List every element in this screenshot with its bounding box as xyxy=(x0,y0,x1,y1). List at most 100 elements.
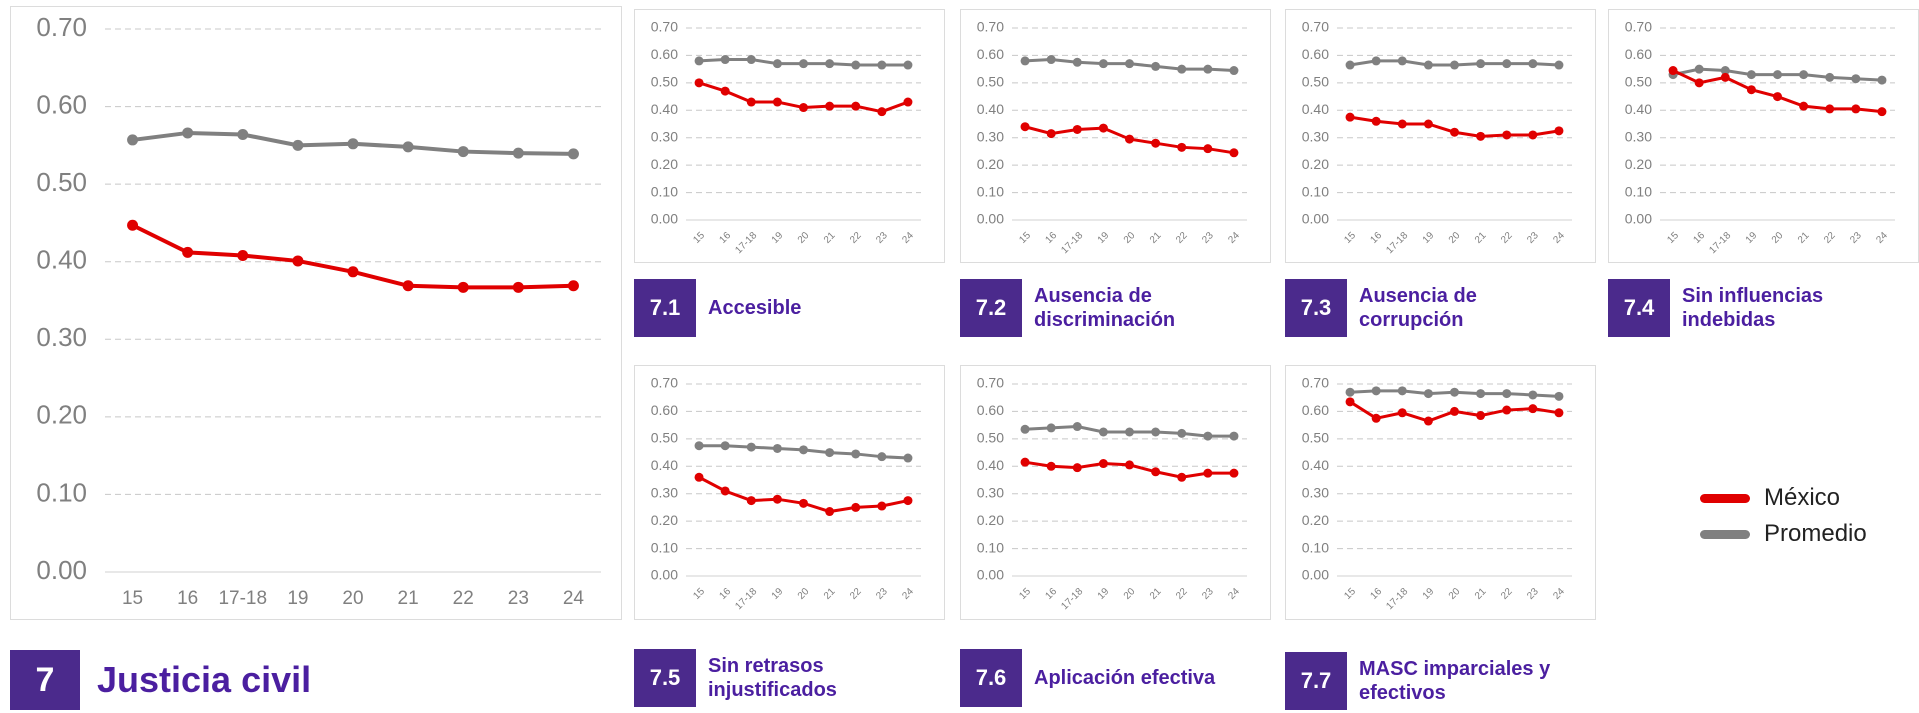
series-marker xyxy=(903,60,913,70)
x-tick-label: 21 xyxy=(1796,230,1812,246)
series-marker xyxy=(1397,119,1407,129)
series-marker xyxy=(1397,386,1407,396)
y-tick-label: 0.00 xyxy=(651,211,678,227)
x-tick-label: 20 xyxy=(1770,230,1786,246)
series-marker xyxy=(1371,116,1381,126)
series-marker xyxy=(1476,131,1486,141)
chart-title: Sin retrasos injustificados xyxy=(708,655,837,701)
chart: 0.00 0.10 0.20 0.30 0.40 0.50 0.60 0.70 15 16 17-1… xyxy=(977,19,1247,256)
series-marker xyxy=(746,55,756,65)
series-marker xyxy=(567,148,579,160)
series-marker xyxy=(1502,59,1512,69)
series-marker xyxy=(694,56,704,66)
x-tick-label: 23 xyxy=(1525,586,1541,602)
chart-panel: 0.00 0.10 0.20 0.30 0.40 0.50 0.60 0.70 15 16 17-1… xyxy=(960,365,1271,620)
x-tick-label: 16 xyxy=(718,230,734,246)
series-marker xyxy=(1450,127,1459,137)
y-tick-label: 0.30 xyxy=(651,128,678,144)
y-tick-label: 0.30 xyxy=(1625,128,1652,144)
x-tick-label: 16 xyxy=(1044,586,1060,602)
series-marker xyxy=(1528,404,1538,414)
x-tick-label: 21 xyxy=(1148,586,1164,602)
chart-panel: 0.00 0.10 0.20 0.30 0.40 0.50 0.60 0.70 15 16 17-1… xyxy=(1285,365,1596,620)
series-marker xyxy=(1450,387,1459,397)
x-tick-label: 23 xyxy=(874,230,890,246)
series-marker xyxy=(877,60,887,70)
series-marker xyxy=(1450,60,1459,70)
series-marker xyxy=(1229,431,1239,441)
series-marker xyxy=(1851,74,1861,84)
y-tick-label: 0.00 xyxy=(1625,211,1652,227)
series-marker xyxy=(512,147,524,159)
legend-item: Promedio xyxy=(1700,520,1867,548)
series-marker xyxy=(851,60,861,70)
series-marker xyxy=(694,441,704,451)
series-marker xyxy=(1371,413,1381,423)
legend-swatch xyxy=(1700,493,1750,503)
chart-panel: 0.00 0.10 0.20 0.30 0.40 0.50 0.60 0.70 15 16 17-1… xyxy=(1608,9,1919,263)
series-marker xyxy=(1423,119,1433,129)
series-marker xyxy=(1072,422,1082,432)
series-marker xyxy=(903,97,913,107)
x-tick-label: 17-18 xyxy=(1059,230,1085,256)
series-marker xyxy=(512,281,524,293)
series-marker xyxy=(1528,390,1538,400)
x-tick-label: 19 xyxy=(1421,230,1437,246)
x-tick-label: 20 xyxy=(1122,586,1138,602)
y-tick-label: 0.60 xyxy=(977,402,1004,418)
series-marker xyxy=(1151,467,1161,477)
chart-number: 7.1 xyxy=(634,279,696,337)
chart-title: Ausencia de discriminación xyxy=(1034,285,1176,331)
x-tick-label: 24 xyxy=(1226,586,1242,602)
x-tick-label: 23 xyxy=(1200,230,1216,246)
series-marker xyxy=(1423,60,1433,70)
series-marker xyxy=(1877,107,1887,117)
series-marker xyxy=(1020,424,1030,434)
series-marker xyxy=(1799,70,1809,80)
chart-title: Aplicación efectiva xyxy=(1034,667,1216,689)
series-marker xyxy=(1125,427,1134,437)
chart-panel: 0.00 0.10 0.20 0.30 0.40 0.50 0.60 0.70 15 16 17-1… xyxy=(634,9,945,263)
y-tick-label: 0.40 xyxy=(651,457,678,473)
chart: 0.00 0.10 0.20 0.30 0.40 0.50 0.60 0.70 15 16 17-1… xyxy=(651,375,921,612)
series-marker xyxy=(1345,397,1355,407)
series-marker xyxy=(1151,138,1161,148)
chart: 0.00 0.10 0.20 0.30 0.40 0.50 0.60 0.70 15 16 17-1… xyxy=(651,19,921,256)
x-tick-label: 19 xyxy=(770,230,786,246)
x-tick-label: 24 xyxy=(1551,586,1567,602)
x-tick-label: 16 xyxy=(1044,230,1060,246)
y-tick-label: 0.60 xyxy=(1625,46,1652,62)
x-tick-label: 15 xyxy=(1342,230,1358,246)
y-tick-label: 0.30 xyxy=(36,322,87,352)
x-tick-label: 22 xyxy=(848,230,864,246)
series-marker xyxy=(1851,104,1861,114)
series-marker xyxy=(851,502,861,512)
x-tick-label: 22 xyxy=(1499,586,1515,602)
series-marker xyxy=(1746,85,1756,95)
series-marker xyxy=(825,507,835,517)
series-marker xyxy=(1720,66,1730,76)
series-marker xyxy=(1554,126,1564,136)
x-tick-label: 16 xyxy=(718,586,734,602)
x-tick-label: 17-18 xyxy=(1059,586,1085,612)
x-tick-label: 20 xyxy=(796,586,812,602)
series-marker xyxy=(720,441,730,451)
series-marker xyxy=(772,443,782,453)
series-marker xyxy=(1098,427,1108,437)
series-marker xyxy=(402,141,414,153)
series-marker xyxy=(1098,459,1108,469)
series-marker xyxy=(1072,124,1082,134)
x-tick-label: 19 xyxy=(1421,586,1437,602)
y-tick-label: 0.50 xyxy=(651,430,678,446)
series-marker xyxy=(1397,408,1407,418)
series-marker xyxy=(1203,144,1213,154)
chart: 0.00 0.10 0.20 0.30 0.40 0.50 0.60 0.70 15 16 17-1… xyxy=(977,375,1247,612)
x-tick-label: 23 xyxy=(1200,586,1216,602)
x-tick-label: 15 xyxy=(1017,586,1033,602)
x-tick-label: 24 xyxy=(900,230,916,246)
x-tick-label: 21 xyxy=(1473,230,1489,246)
series-marker xyxy=(457,146,469,158)
y-tick-label: 0.10 xyxy=(1302,183,1329,199)
series-marker xyxy=(694,472,704,482)
series-marker xyxy=(1502,405,1512,415)
